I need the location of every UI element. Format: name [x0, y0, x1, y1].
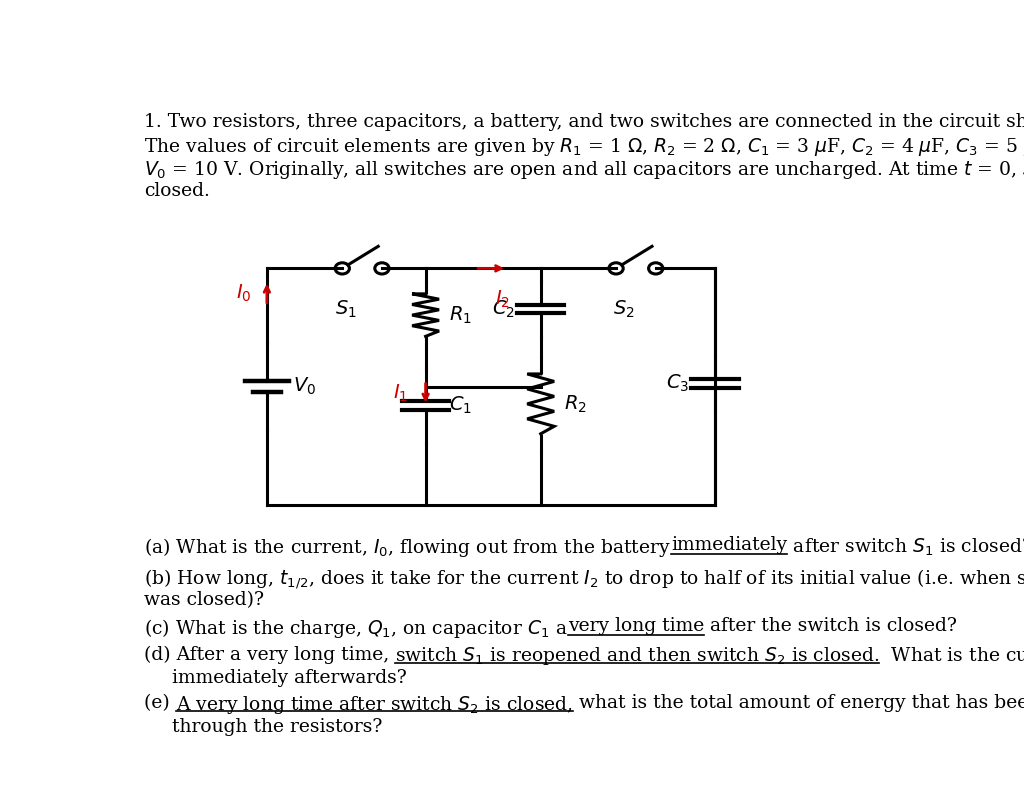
Text: $R_1$: $R_1$: [450, 304, 472, 326]
Text: closed.: closed.: [143, 182, 210, 200]
Text: switch $S_1$ is reopened and then switch $S_2$ is closed.: switch $S_1$ is reopened and then switch…: [395, 646, 880, 667]
Text: (e): (e): [143, 694, 176, 712]
Text: very long time: very long time: [568, 617, 705, 635]
Text: $V_0$ = 10 V. Originally, all switches are open and all capacitors are uncharged: $V_0$ = 10 V. Originally, all switches a…: [143, 159, 1024, 180]
Text: $C_3$: $C_3$: [666, 373, 689, 394]
Text: $S_2$: $S_2$: [613, 299, 635, 320]
Text: through the resistors?: through the resistors?: [172, 718, 382, 735]
Text: what is the total amount of energy that has been dissipated: what is the total amount of energy that …: [572, 694, 1024, 712]
Text: immediately: immediately: [671, 536, 787, 554]
Text: $R_2$: $R_2$: [564, 393, 588, 414]
Text: $I_1$: $I_1$: [393, 383, 409, 404]
Text: after switch $S_1$ is closed?: after switch $S_1$ is closed?: [787, 536, 1024, 557]
Text: A very long time after switch $S_2$ is closed,: A very long time after switch $S_2$ is c…: [176, 694, 572, 716]
Text: The values of circuit elements are given by $R_1$ = 1 $\Omega$, $R_2$ = 2 $\Omeg: The values of circuit elements are given…: [143, 136, 1024, 158]
Text: $C_1$: $C_1$: [450, 395, 472, 416]
Text: What is the current $I_1$: What is the current $I_1$: [880, 646, 1024, 667]
Text: $C_2$: $C_2$: [493, 299, 515, 320]
Text: (b) How long, $t_{1/2}$, does it take for the current $I_2$ to drop to half of i: (b) How long, $t_{1/2}$, does it take fo…: [143, 567, 1024, 591]
Text: was closed)?: was closed)?: [143, 591, 264, 609]
Text: $I_2$: $I_2$: [496, 289, 511, 310]
Text: (d) After a very long time,: (d) After a very long time,: [143, 646, 395, 663]
Text: $S_1$: $S_1$: [336, 299, 357, 320]
Text: $V_0$: $V_0$: [293, 376, 316, 397]
Text: (a) What is the current, $I_0$, flowing out from the battery: (a) What is the current, $I_0$, flowing …: [143, 536, 671, 559]
Text: immediately afterwards?: immediately afterwards?: [172, 669, 407, 687]
Text: after the switch is closed?: after the switch is closed?: [705, 617, 957, 635]
Text: (c) What is the charge, $Q_1$, on capacitor $C_1$ a: (c) What is the charge, $Q_1$, on capaci…: [143, 617, 568, 640]
Text: 1. Two resistors, three capacitors, a battery, and two switches are connected in: 1. Two resistors, three capacitors, a ba…: [143, 112, 1024, 130]
Text: $I_0$: $I_0$: [236, 282, 251, 304]
